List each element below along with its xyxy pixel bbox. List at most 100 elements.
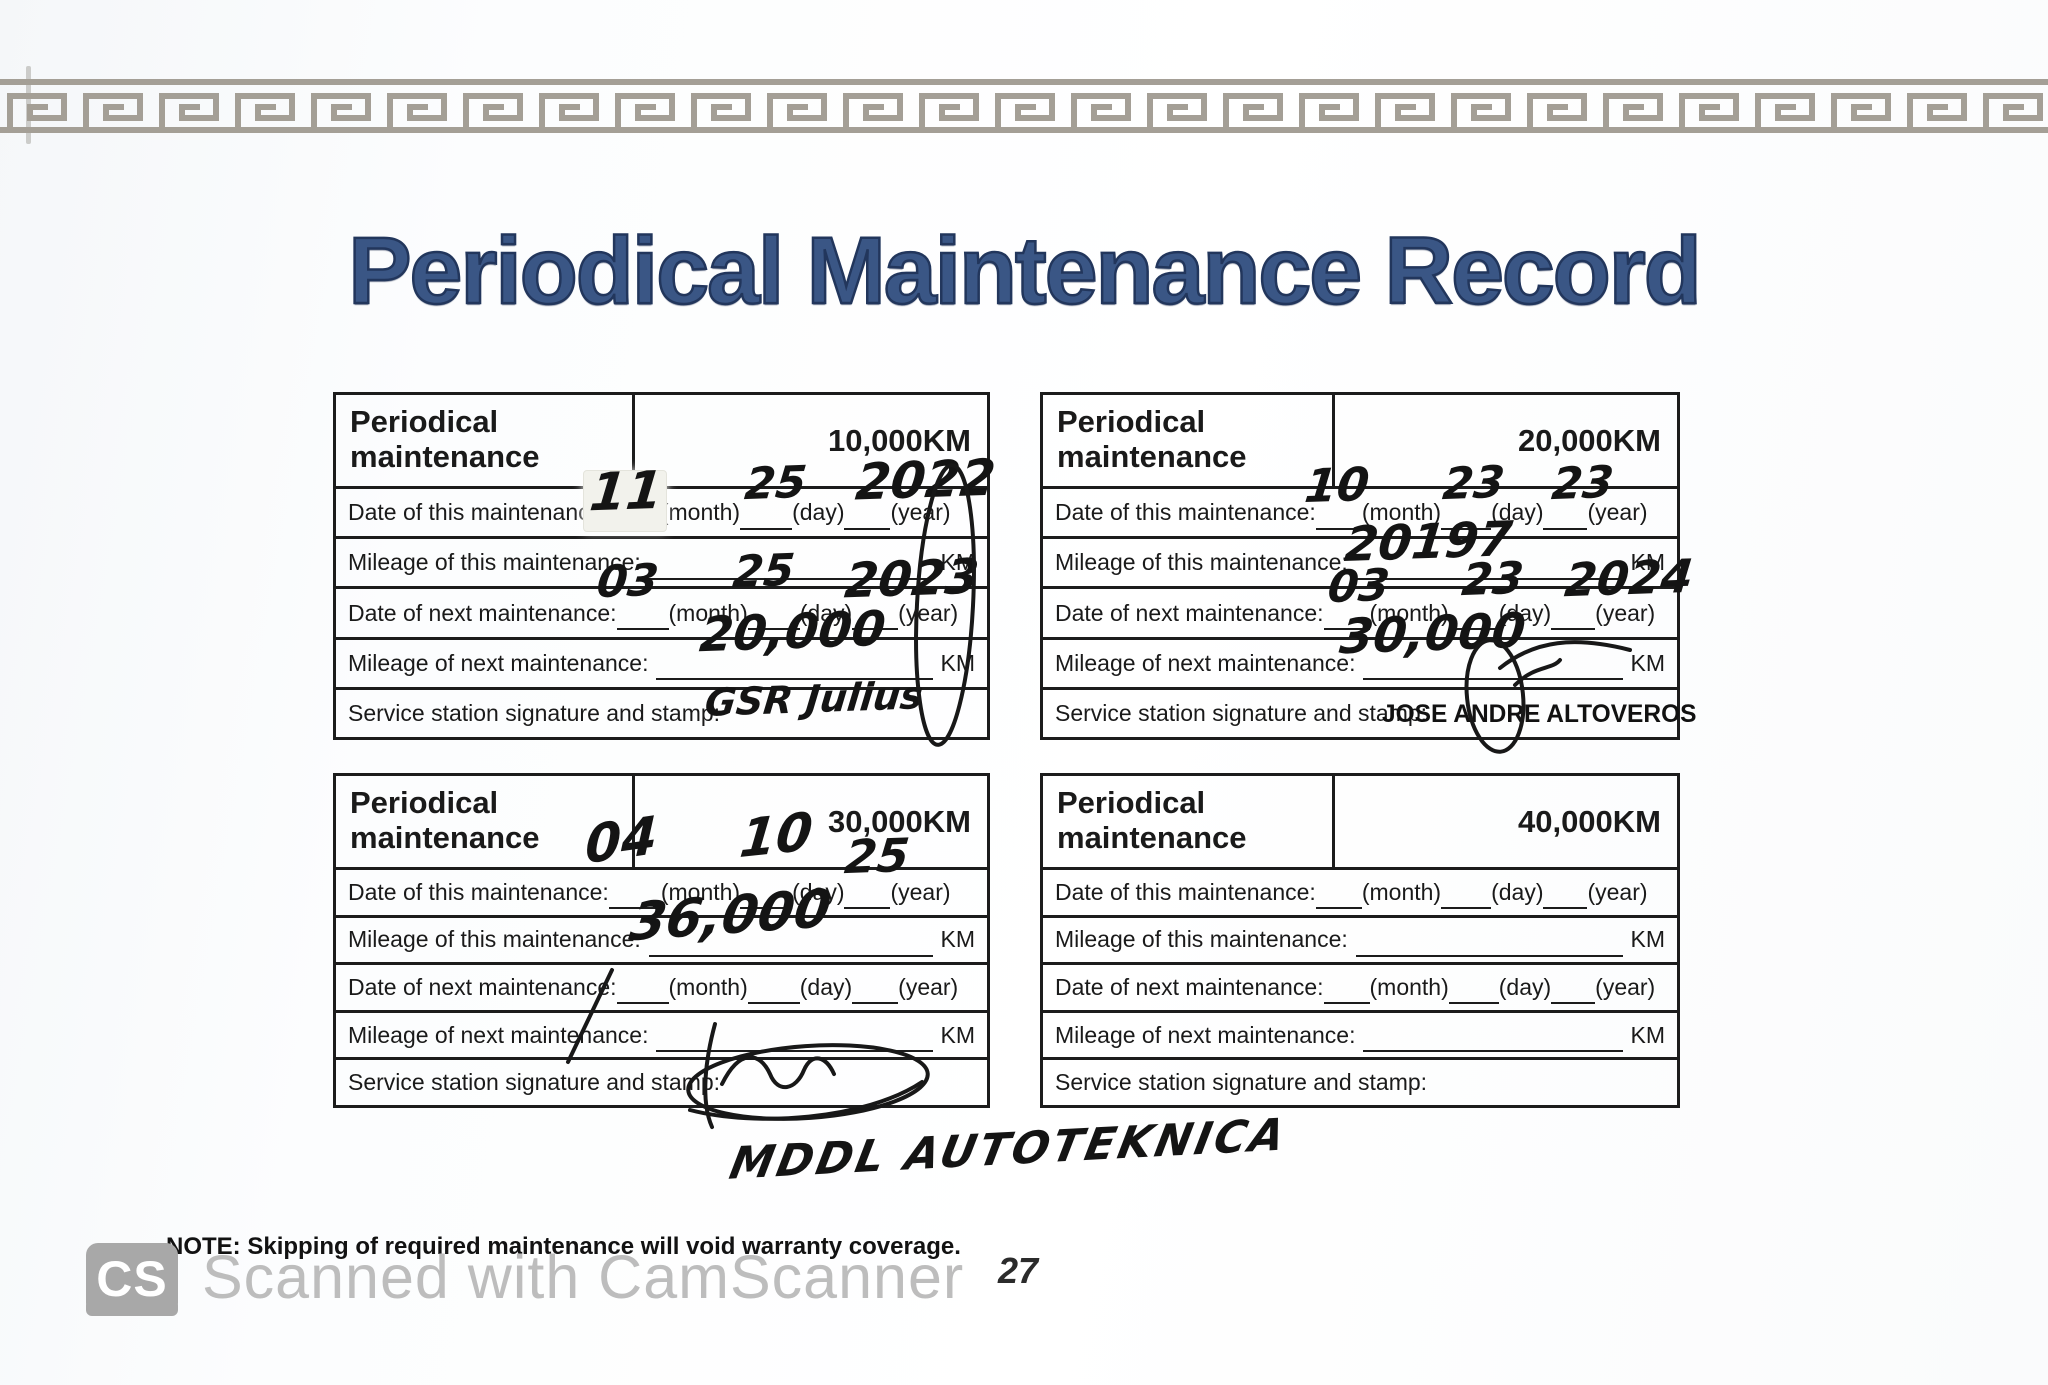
km-label: KM bbox=[1630, 1021, 1666, 1048]
day-label: (day) bbox=[799, 599, 853, 626]
signature-label: Service station signature and stamp: bbox=[348, 1069, 721, 1096]
blank-line bbox=[648, 560, 933, 580]
blank-line bbox=[747, 610, 800, 630]
day-label: (day) bbox=[1498, 599, 1552, 626]
day-label: (day) bbox=[1498, 973, 1552, 1000]
km-label: KM bbox=[1630, 649, 1666, 676]
year-label: (year) bbox=[1595, 973, 1656, 1000]
row-mileage-this: Mileage of this maintenance: KM bbox=[1043, 539, 1677, 590]
blank-line bbox=[1448, 610, 1499, 630]
row-signature: Service station signature and stamp: bbox=[1043, 1060, 1677, 1105]
hw-t3-date-this-month: 04 bbox=[584, 805, 659, 877]
blank-line bbox=[852, 984, 899, 1005]
year-label: (year) bbox=[898, 973, 959, 1000]
row-mileage-next: Mileage of next maintenance: KM bbox=[1043, 1013, 1677, 1061]
month-label: (month) bbox=[1369, 973, 1449, 1000]
blank-line bbox=[1355, 560, 1623, 580]
hw-t1-signature: GSR Julius bbox=[702, 673, 926, 725]
blank-line bbox=[1543, 510, 1588, 530]
blank-line bbox=[1355, 937, 1623, 957]
date-next-label: Date of next maintenance: bbox=[1055, 973, 1324, 1000]
warranty-note: NOTE: Skipping of required maintenance w… bbox=[166, 1233, 961, 1261]
row-signature: Service station signature and stamp: bbox=[1043, 690, 1677, 737]
interval-label: 30,000KM bbox=[827, 803, 971, 839]
row-date-this: Date of this maintenance: (month) (day) … bbox=[336, 489, 987, 540]
year-label: (year) bbox=[1587, 499, 1648, 526]
month-label: (month) bbox=[1369, 599, 1449, 626]
camscanner-logo-base bbox=[86, 1300, 178, 1316]
row-date-next: Date of next maintenance: (month) (day) … bbox=[336, 589, 987, 640]
blank-line bbox=[1315, 889, 1362, 910]
page-title: Periodical Maintenance Record bbox=[347, 218, 1703, 324]
mileage-this-label: Mileage of this maintenance: bbox=[348, 549, 641, 576]
row-date-this: Date of this maintenance: (month) (day) … bbox=[1043, 870, 1677, 918]
mileage-next-label: Mileage of next maintenance: bbox=[1055, 649, 1356, 676]
mileage-this-label: Mileage of this maintenance: bbox=[1055, 926, 1348, 953]
hw-t3-mileage-this: 36,000 bbox=[625, 878, 835, 954]
blank-line bbox=[1551, 984, 1596, 1005]
hw-t1-date-this-day: 25 bbox=[742, 456, 809, 511]
row-mileage-next: Mileage of next maintenance: KM bbox=[336, 1013, 987, 1061]
note-label: NOTE: bbox=[166, 1233, 241, 1260]
hw-t3-date-this-day: 10 bbox=[736, 801, 816, 871]
row-date-next: Date of next maintenance: (month) (day) … bbox=[1043, 589, 1677, 640]
day-label: (day) bbox=[799, 973, 853, 1000]
mileage-next-label: Mileage of next maintenance: bbox=[348, 649, 649, 676]
date-next-label: Date of next maintenance: bbox=[348, 599, 617, 626]
signature-label: Service station signature and stamp: bbox=[1055, 1069, 1428, 1096]
row-mileage-this: Mileage of this maintenance: KM bbox=[1043, 918, 1677, 966]
mileage-next-label: Mileage of next maintenance: bbox=[1055, 1021, 1356, 1048]
hw-t3-date-this-year: 25 bbox=[842, 827, 912, 885]
month-label: (month) bbox=[668, 973, 748, 1000]
hw-t2-date-next-year: 2024 bbox=[1562, 548, 1696, 608]
table-header: Periodical maintenance 40,000KM bbox=[1043, 776, 1677, 870]
pen-stroke-slash-t3 bbox=[566, 968, 614, 1064]
blank-line bbox=[844, 889, 891, 910]
date-this-label: Date of this maintenance: bbox=[1055, 878, 1316, 905]
km-label: KM bbox=[940, 926, 976, 953]
blank-line bbox=[616, 610, 669, 630]
table-header-label: Periodical maintenance bbox=[336, 395, 636, 486]
maintenance-table-10000km: Periodical maintenance 10,000KM Date of … bbox=[333, 392, 990, 740]
greek-key-border bbox=[0, 74, 2048, 138]
note-text: Skipping of required maintenance will vo… bbox=[247, 1233, 961, 1260]
interval-label: 10,000KM bbox=[827, 422, 971, 458]
hw-t1-mileage-next: 20,000 bbox=[697, 600, 889, 664]
table-header-label: Periodical maintenance bbox=[336, 776, 636, 867]
row-date-next: Date of next maintenance: (month) (day) … bbox=[1043, 965, 1677, 1013]
row-mileage-this: Mileage of this maintenance: KM bbox=[336, 539, 987, 590]
blank-line bbox=[1363, 660, 1623, 681]
signature-label: Service station signature and stamp: bbox=[1055, 699, 1428, 726]
camscanner-logo-text: CS bbox=[96, 1251, 168, 1307]
page-number: 27 bbox=[998, 1250, 1039, 1291]
hw-t1-date-next-day: 25 bbox=[730, 544, 797, 599]
hw-t2-date-this-day: 23 bbox=[1440, 456, 1507, 511]
day-label: (day) bbox=[792, 878, 845, 905]
blank-line bbox=[1363, 1032, 1623, 1053]
row-mileage-this: Mileage of this maintenance: KM bbox=[336, 918, 987, 966]
year-label: (year) bbox=[898, 599, 959, 626]
blank-line bbox=[656, 660, 933, 681]
mileage-this-label: Mileage of this maintenance: bbox=[1055, 549, 1348, 576]
km-label: KM bbox=[1630, 926, 1666, 953]
day-label: (day) bbox=[1491, 499, 1544, 526]
blank-line bbox=[844, 510, 891, 530]
year-label: (year) bbox=[890, 499, 951, 526]
table-header-label: Periodical maintenance bbox=[1043, 776, 1335, 867]
date-this-label: Date of this maintenance: bbox=[348, 499, 609, 526]
km-label: KM bbox=[940, 549, 976, 576]
blank-line bbox=[747, 984, 800, 1005]
pen-stroke-oval-t1 bbox=[914, 463, 976, 747]
interval-label: 20,000KM bbox=[1517, 422, 1661, 458]
blank-line bbox=[1323, 610, 1370, 630]
month-label: (month) bbox=[1361, 878, 1442, 905]
blank-line bbox=[608, 889, 661, 910]
blank-line bbox=[1315, 510, 1362, 530]
pen-stroke-signature-scribble-t3 bbox=[686, 1022, 930, 1129]
date-next-label: Date of next maintenance: bbox=[348, 973, 617, 1000]
day-label: (day) bbox=[792, 499, 845, 526]
date-this-label: Date of this maintenance: bbox=[1055, 499, 1316, 526]
hw-t1-date-this-month: 11 bbox=[586, 460, 666, 524]
hw-t1-date-next-month: 03 bbox=[594, 554, 661, 609]
day-label: (day) bbox=[1491, 878, 1544, 905]
